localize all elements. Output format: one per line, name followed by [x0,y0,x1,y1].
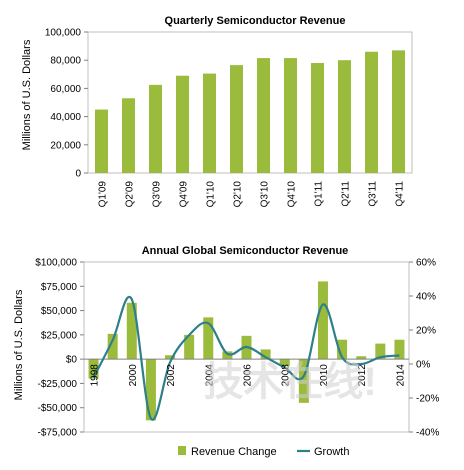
revenue-change-bar [145,359,156,421]
bottom-x-tick-label: 2012 [357,364,368,387]
top-y-tick-label: 80,000 [50,56,81,67]
bottom-chart-right-y-ticks: -40% -20% 0% 20% 40% 60% [409,258,439,439]
top-x-tick-label: Q3'10 [260,181,271,208]
bottom-chart-title: Annual Global Semiconductor Revenue [142,245,349,257]
bottom-chart-plot-frame [83,261,410,433]
top-chart-bars [95,50,405,174]
top-x-tick-label: Q2'09 [125,181,136,208]
top-bar [176,75,189,173]
top-bar [122,98,135,173]
bottom-right-y-tick-label: -20% [416,394,439,405]
revenue-change-bar [375,343,386,360]
top-x-tick-label: Q2'11 [341,181,352,207]
top-bar [203,73,216,173]
top-chart-ylabel: Millions of U.S. Dollars [21,39,33,150]
legend-revenue-change-label: Revenue Change [191,446,277,458]
bottom-right-y-tick-label: 0% [416,360,431,371]
bottom-chart-ylabel: Millions of U.S. Dollars [13,289,25,400]
bottom-x-tick-label: 2010 [319,364,330,387]
revenue-change-bar [260,349,271,360]
top-bar [311,63,324,173]
revenue-change-bar [279,359,290,366]
top-bar [338,60,351,174]
top-x-tick-label: Q1'11 [314,181,325,207]
bottom-x-tick-label: 2004 [204,364,215,387]
annual-revenue-chart: Annual Global Semiconductor Revenue Mill… [13,245,439,458]
top-bar [257,58,270,173]
top-x-tick-label: Q4'11 [395,181,406,207]
revenue-change-bar [222,351,233,360]
revenue-change-bar [203,317,214,360]
top-x-tick-label: Q1'09 [98,181,109,208]
revenue-change-bar [356,356,367,360]
bottom-left-y-tick-label: -$25,000 [38,379,78,390]
quarterly-revenue-chart: Quarterly Semiconductor Revenue Millions… [21,15,413,208]
top-bar [95,109,108,173]
bottom-left-y-tick-label: -$75,000 [38,428,78,439]
revenue-change-bar [126,302,137,360]
top-chart-x-ticks: Q1'09 Q2'09 Q3'09 Q4'09 Q1'10 Q2'10 Q3'10 Q4'10… [98,181,406,208]
bottom-chart-x-ticks: 1998 2000 2002 2004 2006 2008 2010 2012 2014 [90,364,407,387]
growth-series-line [92,295,400,421]
bottom-x-tick-label: 1998 [90,364,101,387]
revenue-change-bar [107,333,118,360]
revenue-change-bar [317,281,328,360]
top-chart-title: Quarterly Semiconductor Revenue [165,15,346,27]
bottom-right-y-tick-label: -40% [416,428,439,439]
bottom-x-tick-label: 2002 [166,364,177,387]
revenue-change-bar [165,355,176,360]
bottom-left-y-tick-label: $100,000 [35,258,77,269]
top-y-tick-label: 60,000 [50,84,81,95]
legend-growth-label: Growth [314,446,349,458]
bottom-chart-left-y-ticks: -$75,000 -$50,000 -$25,000 $0 $25,000 $50,000… [35,258,84,439]
bottom-left-y-tick-label: -$50,000 [38,403,78,414]
bottom-x-tick-label: 2014 [395,364,406,387]
bottom-left-y-tick-label: $75,000 [41,282,78,293]
top-y-tick-label: 0 [75,169,81,180]
top-bar [230,65,243,173]
top-x-tick-label: Q3'09 [152,181,163,208]
top-bar [392,50,405,173]
top-x-tick-label: Q4'10 [287,181,298,208]
bottom-chart-legend: Revenue Change Growth [178,446,349,458]
revenue-change-bar [337,339,348,360]
top-chart-plot-frame [87,31,413,174]
bottom-right-y-tick-label: 20% [416,326,436,337]
watermark-text: 技术在线! [203,360,376,404]
bottom-left-y-tick-label: $0 [66,355,78,366]
top-x-tick-label: Q3'11 [368,181,379,207]
top-y-tick-label: 100,000 [45,28,82,39]
top-bar [365,51,378,173]
top-chart-y-ticks: 0 20,000 40,000 60,000 80,000 100,000 [45,28,88,180]
bottom-left-y-tick-label: $25,000 [41,330,78,341]
top-x-tick-label: Q4'09 [179,181,190,208]
bottom-x-tick-label: 2006 [243,364,254,387]
bottom-left-y-tick-label: $50,000 [41,306,78,317]
top-y-tick-label: 20,000 [50,140,81,151]
bottom-x-tick-label: 2000 [128,364,139,387]
revenue-change-bar [184,334,195,360]
bottom-right-y-tick-label: 60% [416,258,436,269]
top-bar [149,84,162,173]
top-bar [284,58,297,173]
legend-revenue-change-swatch [178,446,186,455]
top-y-tick-label: 40,000 [50,112,81,123]
revenue-change-bar [298,359,309,403]
bottom-x-tick-label: 2008 [281,364,292,387]
top-x-tick-label: Q2'10 [233,181,244,208]
top-x-tick-label: Q1'10 [206,181,217,208]
revenue-change-bar [88,359,99,379]
revenue-change-bar [394,339,405,360]
bottom-right-y-tick-label: 40% [416,292,436,303]
